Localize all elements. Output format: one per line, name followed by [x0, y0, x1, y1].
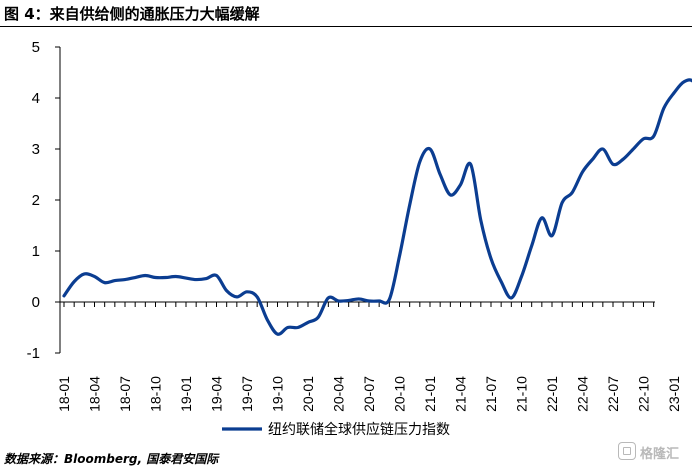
x-tick-label: 22-07: [605, 376, 621, 412]
x-tick-label: 18-07: [117, 376, 133, 412]
legend-label: 纽约联储全球供应链压力指数: [268, 421, 450, 438]
x-tick-label: 19-04: [209, 376, 225, 412]
x-tick-label: 20-01: [300, 376, 316, 412]
x-tick-label: 21-04: [453, 376, 469, 412]
x-tick-label: 18-04: [87, 376, 103, 412]
x-tick-label: 22-10: [636, 376, 652, 412]
watermark-logo: 格隆汇: [618, 440, 690, 464]
x-tick-label: 18-01: [56, 376, 72, 412]
x-tick-label: 21-01: [422, 376, 438, 412]
title-underline: [0, 26, 692, 27]
x-tick-label: 21-07: [483, 376, 499, 412]
x-tick-label: 20-04: [331, 376, 347, 412]
watermark-text: 格隆汇: [640, 447, 680, 462]
x-axis: 18-01 18-04 18-07 18-10 19-01 19-04 19-07 19-10…: [56, 301, 682, 412]
y-tick-label: 4: [32, 90, 40, 107]
y-tick-label: 0: [32, 294, 40, 311]
x-tick-label: 22-04: [575, 376, 591, 412]
x-tick-label: 21-10: [514, 376, 530, 412]
y-tick-label: 3: [32, 141, 40, 158]
y-axis: -1 0 1 2 3 4 5: [27, 39, 61, 362]
y-tick-label: 2: [32, 192, 40, 209]
legend: 纽约联储全球供应链压力指数: [222, 421, 450, 438]
chart-title: 图 4：来自供给侧的通胀压力大幅缓解: [4, 5, 260, 23]
watermark-icon: [618, 442, 636, 460]
y-tick-label: 1: [32, 243, 40, 260]
x-tick-label: 19-07: [239, 376, 255, 412]
x-tick-label: 20-07: [361, 376, 377, 412]
source-note: 数据来源：Bloomberg, 国泰君安国际: [4, 452, 219, 466]
x-tick-label: 23-01: [666, 376, 682, 412]
x-tick-label: 19-01: [178, 376, 194, 412]
x-tick-label: 20-10: [392, 376, 408, 412]
x-tick-label: 22-01: [544, 376, 560, 412]
y-tick-label: -1: [27, 345, 40, 362]
x-tick-label: 19-10: [270, 376, 286, 412]
x-tick-label: 18-10: [148, 376, 164, 412]
series-line: [62, 78, 692, 336]
y-tick-label: 5: [32, 39, 40, 56]
series-layer: [62, 78, 692, 336]
